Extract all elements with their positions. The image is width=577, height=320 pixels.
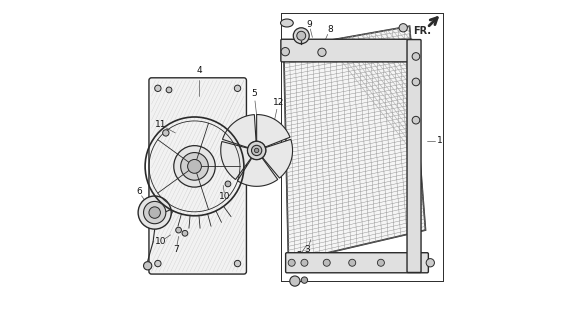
Circle shape — [288, 259, 295, 266]
Polygon shape — [221, 141, 251, 180]
Text: 10: 10 — [155, 237, 167, 246]
Circle shape — [166, 87, 172, 93]
Text: 9: 9 — [306, 20, 312, 29]
Circle shape — [349, 259, 356, 266]
Circle shape — [176, 227, 181, 233]
Polygon shape — [223, 115, 256, 148]
Circle shape — [301, 277, 308, 283]
Circle shape — [174, 146, 215, 187]
Circle shape — [297, 31, 306, 40]
Circle shape — [163, 130, 169, 136]
Text: FR.: FR. — [413, 26, 432, 36]
FancyBboxPatch shape — [281, 39, 413, 62]
Circle shape — [412, 116, 420, 124]
Circle shape — [301, 259, 308, 266]
Circle shape — [399, 24, 407, 32]
Circle shape — [290, 276, 300, 286]
Circle shape — [144, 262, 152, 270]
Circle shape — [182, 230, 188, 236]
Circle shape — [412, 52, 420, 60]
Circle shape — [281, 48, 290, 56]
Circle shape — [155, 260, 161, 267]
FancyBboxPatch shape — [149, 78, 246, 274]
Text: 5: 5 — [251, 89, 257, 98]
Circle shape — [149, 207, 160, 218]
Circle shape — [377, 259, 384, 266]
FancyBboxPatch shape — [286, 253, 428, 273]
Polygon shape — [284, 26, 425, 262]
Text: 3: 3 — [305, 245, 310, 254]
Circle shape — [188, 159, 201, 173]
Circle shape — [155, 85, 161, 92]
Text: 4: 4 — [197, 66, 202, 75]
Circle shape — [225, 181, 231, 187]
Circle shape — [252, 145, 262, 156]
Text: 12: 12 — [272, 98, 284, 107]
Polygon shape — [263, 139, 293, 178]
Circle shape — [181, 153, 208, 180]
Ellipse shape — [280, 19, 293, 27]
Circle shape — [248, 141, 266, 160]
Text: 8: 8 — [327, 25, 333, 34]
Polygon shape — [237, 158, 278, 186]
Circle shape — [144, 201, 166, 224]
Circle shape — [138, 196, 171, 229]
Polygon shape — [257, 115, 290, 147]
Text: 10: 10 — [219, 192, 231, 201]
Circle shape — [426, 259, 434, 267]
FancyBboxPatch shape — [407, 40, 421, 272]
Circle shape — [234, 85, 241, 92]
Circle shape — [254, 148, 259, 153]
Text: 11: 11 — [155, 120, 166, 130]
Text: 6: 6 — [136, 188, 141, 196]
Circle shape — [318, 48, 326, 56]
Text: 1: 1 — [437, 136, 443, 145]
Text: 7: 7 — [174, 245, 179, 254]
Text: 2: 2 — [297, 251, 302, 260]
Circle shape — [323, 259, 330, 266]
Circle shape — [293, 28, 309, 44]
Circle shape — [412, 78, 420, 86]
Circle shape — [234, 260, 241, 267]
